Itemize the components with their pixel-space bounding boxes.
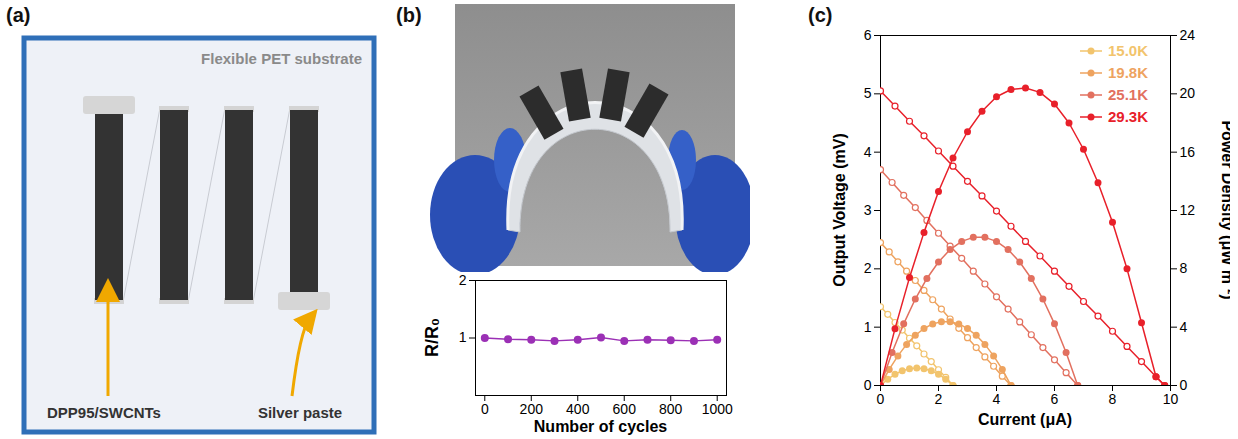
svg-text:(b): (b): [396, 4, 422, 26]
svg-text:5: 5: [864, 85, 872, 101]
svg-text:200: 200: [520, 401, 544, 417]
svg-text:2: 2: [864, 260, 872, 276]
svg-text:3: 3: [864, 202, 872, 218]
svg-text:Output Voltage (mV): Output Voltage (mV): [831, 133, 848, 286]
svg-text:Silver paste: Silver paste: [258, 404, 342, 421]
svg-text:25.1K: 25.1K: [1108, 86, 1148, 103]
svg-text:800: 800: [659, 401, 683, 417]
svg-text:15.0K: 15.0K: [1108, 42, 1148, 59]
svg-text:DPP95/SWCNTs: DPP95/SWCNTs: [47, 404, 161, 421]
svg-text:0: 0: [481, 401, 489, 417]
svg-text:0: 0: [864, 377, 872, 393]
svg-text:4: 4: [993, 391, 1001, 407]
svg-text:(c): (c): [808, 4, 832, 26]
svg-text:Flexible PET substrate: Flexible PET substrate: [201, 50, 362, 67]
svg-text:600: 600: [613, 401, 637, 417]
svg-text:6: 6: [864, 27, 872, 43]
svg-text:16: 16: [1180, 144, 1196, 160]
svg-text:1: 1: [864, 319, 872, 335]
svg-text:12: 12: [1180, 202, 1196, 218]
svg-text:R/R₀: R/R₀: [422, 318, 442, 357]
svg-text:4: 4: [864, 144, 872, 160]
svg-text:10: 10: [1163, 391, 1179, 407]
svg-text:Number of cycles: Number of cycles: [534, 418, 667, 435]
svg-text:(a): (a): [6, 4, 30, 26]
svg-text:0: 0: [1180, 377, 1188, 393]
svg-text:19.8K: 19.8K: [1108, 64, 1148, 81]
svg-text:20: 20: [1180, 85, 1196, 101]
svg-text:0: 0: [877, 391, 885, 407]
svg-text:2: 2: [459, 272, 467, 288]
svg-text:1000: 1000: [702, 401, 733, 417]
svg-text:4: 4: [1180, 319, 1188, 335]
svg-text:400: 400: [566, 401, 590, 417]
svg-text:Power Density (μW m⁻²): Power Density (μW m⁻²): [1219, 120, 1230, 299]
svg-text:2: 2: [935, 391, 943, 407]
svg-text:6: 6: [1051, 391, 1059, 407]
svg-text:8: 8: [1109, 391, 1117, 407]
svg-text:1: 1: [459, 329, 467, 345]
svg-text:8: 8: [1180, 260, 1188, 276]
svg-text:Current (μA): Current (μA): [978, 411, 1072, 428]
svg-text:24: 24: [1180, 27, 1196, 43]
svg-text:29.3K: 29.3K: [1108, 108, 1148, 125]
